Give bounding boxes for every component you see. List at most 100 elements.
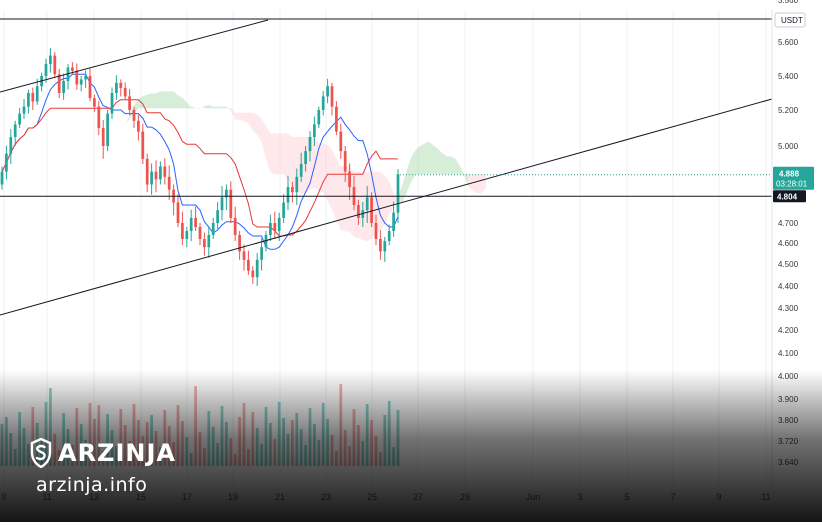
cloud-segment [134,98,139,113]
volume-bar [330,435,334,466]
volume-bar [233,454,237,466]
price-tick-label: 5.200 [778,106,799,115]
candle-body [185,231,189,239]
price-tick-label: 3.900 [778,395,799,404]
price-tick-label: 4.200 [778,326,799,335]
candle-body [396,174,400,213]
candle-body [93,98,96,107]
volume-bar [269,423,272,466]
candle-body [365,197,369,211]
cloud-segment [472,174,478,194]
cloud-segment [191,107,196,109]
candle-body [79,79,83,85]
candle-body [251,270,255,278]
volume-bar [396,410,400,466]
price-tick-label: 4.300 [778,304,799,313]
candle-body [18,113,21,125]
cloud-segment [208,104,214,109]
cloud-segment [362,171,368,242]
cloud-segment [266,126,271,173]
candle-body [295,176,299,193]
candle-body [286,187,290,203]
cloud-segment [358,171,363,240]
cloud-segment [94,152,99,163]
level-price-value: 4.804 [777,192,798,201]
volume-bar [255,428,259,466]
candle-body [181,223,184,239]
price-tick-label: 4.500 [778,260,799,269]
cloud-segment [213,106,218,109]
currency-box [774,12,806,28]
cloud-segment [151,93,156,109]
currency-label: USDT [781,16,803,25]
volume-bar [335,451,338,466]
candle-body [330,86,334,107]
candle-body [383,241,387,252]
candle-body [167,176,171,190]
candle-body [31,93,35,102]
volume-bar [282,418,285,466]
candle-body [5,153,8,172]
arzinja-logo-icon [30,438,52,468]
candle-body [101,128,105,146]
candle-body [123,87,127,97]
candle-body [119,82,123,88]
channel-upper-line [0,19,269,93]
cloud-segment [257,114,262,142]
candle-body [128,96,131,110]
candle-body [343,151,347,172]
volume-bar [321,403,325,466]
price-tick-label: 4.600 [778,239,799,248]
time-tick-label: 19 [228,492,238,502]
price-tick-label: 4.400 [778,282,799,291]
cloud-segment [125,115,130,125]
candle-body [339,131,343,152]
candle-body [163,166,167,177]
volume-bar [251,412,255,466]
price-tick-label: 4.700 [778,219,799,228]
volume-bar [220,406,224,466]
last-price-value: 4.888 [779,170,800,179]
cloud-segment [446,156,451,175]
time-tick-label: 5 [624,492,629,502]
volume-bar [343,430,347,466]
volume-bar [203,448,206,466]
volume-bar [348,446,351,466]
candle-body [304,151,307,164]
volume-bar [247,449,250,466]
candle-body [141,131,145,159]
brand-url: arzinja.info [36,474,148,496]
candle-body [62,81,65,93]
volume-bar [308,408,312,466]
cloud-segment [464,174,469,188]
time-tick-label: 27 [413,492,423,502]
cloud-segment [411,149,416,182]
volume-bar [18,412,21,466]
cloud-segment [270,133,275,175]
volume-bar [176,405,180,466]
volume-bar [242,403,246,466]
cloud-segment [428,141,434,175]
candle-body [321,96,325,110]
cloud-segment [437,148,442,175]
cloud-segment [283,133,288,180]
candle-body [106,113,109,146]
candle-body [282,202,285,218]
volume-bar [326,419,329,466]
time-tick-label: 21 [275,492,285,502]
time-tick-label: 25 [367,492,377,502]
volume-bar [216,443,219,466]
candle-body [154,171,158,180]
volume-bar [13,449,17,466]
candle-body [137,120,140,132]
cloud-segment [226,106,231,111]
volume-bar [273,439,277,466]
candle-body [264,235,268,248]
cloud-segment [230,108,236,120]
price-tick-label: 4.000 [778,372,799,381]
candle-body [198,227,202,239]
volume-bar [9,433,13,466]
brand-name: ARZINJA [58,439,176,467]
candle-body [71,67,74,71]
candle-body [57,74,61,93]
